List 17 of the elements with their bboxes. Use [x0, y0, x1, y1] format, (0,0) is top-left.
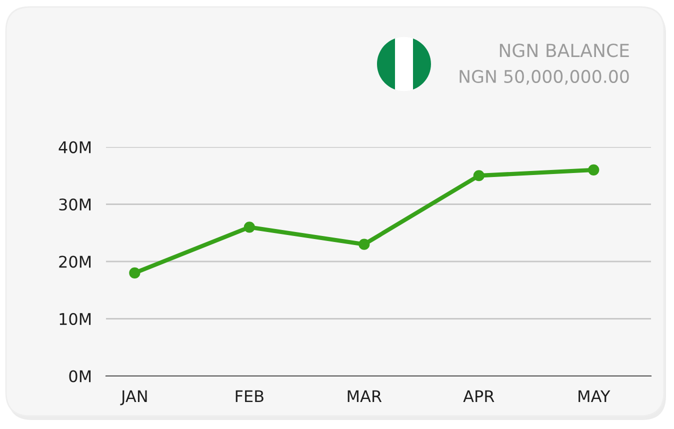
y-tick-label: 40M	[58, 141, 91, 154]
x-tick-label: JAN	[120, 390, 147, 406]
point	[358, 238, 370, 250]
chart-title: NGN BALANCE	[500, 44, 629, 58]
x-tick-label: FEB	[236, 390, 264, 402]
x-tick-label: MAR	[348, 390, 382, 402]
chart-subtitle: NGN 50,000,000.00	[460, 70, 629, 85]
x-tick-label: APR	[463, 390, 494, 402]
point	[588, 164, 600, 176]
y-tick-label: 20M	[59, 256, 91, 268]
point	[244, 222, 255, 233]
y-tick-label: 0M	[69, 370, 91, 382]
point	[473, 170, 484, 182]
x-tick-label: MAY	[578, 390, 610, 402]
y-tick-label: 30M	[59, 198, 91, 211]
y-tick-label: 10M	[60, 312, 91, 326]
point	[129, 267, 140, 279]
